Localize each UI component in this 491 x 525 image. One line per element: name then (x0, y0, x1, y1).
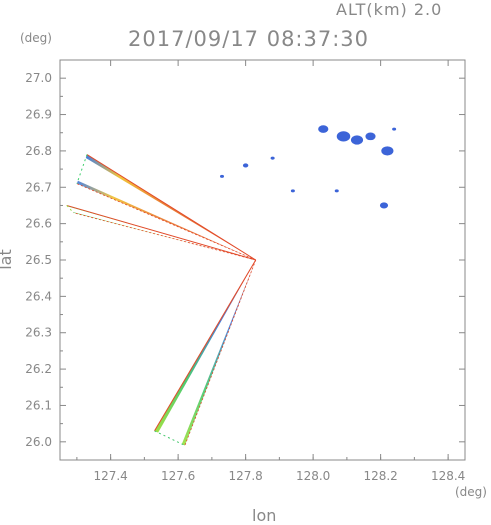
wedge-edge-band (76, 180, 256, 260)
wedge-edge-line (66, 204, 256, 261)
wedge-edge-line (76, 183, 256, 261)
wedge-edge-line (184, 259, 257, 446)
plot-frame (59, 59, 466, 461)
wedge-edge-band (72, 212, 256, 260)
y-tick-label: 26.6 (25, 217, 52, 231)
wedge-far-edge (66, 205, 74, 214)
y-tick-label: 27.0 (25, 71, 52, 85)
x-tick-label: 127.6 (161, 469, 195, 483)
y-tick-label: 26.4 (25, 289, 52, 303)
y-tick-label: 26.7 (25, 180, 52, 194)
echo-cell (350, 135, 364, 145)
y-tick-label: 26.2 (25, 362, 52, 376)
echo-cell (219, 174, 225, 178)
echo-cell (336, 131, 351, 142)
y-unit-label: (deg) (20, 31, 52, 45)
x-tick-label: 127.8 (228, 469, 262, 483)
wedge-far-edge (76, 154, 88, 184)
echo-cell (318, 125, 329, 133)
wedge-edge-line (86, 154, 257, 261)
x-tick-label: 127.4 (93, 469, 127, 483)
wedge-edge-line (154, 259, 257, 432)
y-tick-label: 26.9 (25, 108, 52, 122)
echo-cell (334, 189, 339, 193)
y-tick-label: 26.1 (25, 398, 52, 412)
y-tick-label: 26.0 (25, 435, 52, 449)
echo-cell (290, 189, 295, 193)
scan-wedge-upper (76, 154, 257, 261)
y-tick-label: 26.3 (25, 326, 52, 340)
y-tick-label: 26.8 (25, 144, 52, 158)
wedge-edge-band (181, 260, 256, 446)
echo-cell (365, 132, 376, 141)
timestamp-title: 2017/09/17 08:37:30 (128, 27, 370, 51)
wedge-far-edge (154, 430, 186, 446)
echo-cell (392, 127, 397, 131)
scan-wedge-lower-left (66, 204, 256, 261)
echo-cell (379, 202, 389, 209)
y-tick-label: 26.5 (25, 253, 52, 267)
scan-wedges (66, 154, 257, 446)
echo-cell (242, 163, 249, 168)
scan-wedge-south (154, 259, 257, 446)
x-axis-label: lon (252, 506, 277, 525)
axes: 127.4 127.6 127.8 128.0 128.2 128.4 26.0 26.1 26… (25, 59, 466, 483)
altitude-label: ALT(km) 2.0 (336, 0, 443, 19)
echo-cell (381, 146, 394, 156)
x-tick-label: 128.4 (431, 469, 465, 483)
x-tick-label: 128.0 (296, 469, 330, 483)
echo-cell (270, 156, 275, 160)
x-tick-label: 128.2 (363, 469, 397, 483)
wedge-edge-line (73, 212, 256, 261)
x-unit-label: (deg) (455, 485, 487, 499)
echo-cells (219, 125, 397, 209)
